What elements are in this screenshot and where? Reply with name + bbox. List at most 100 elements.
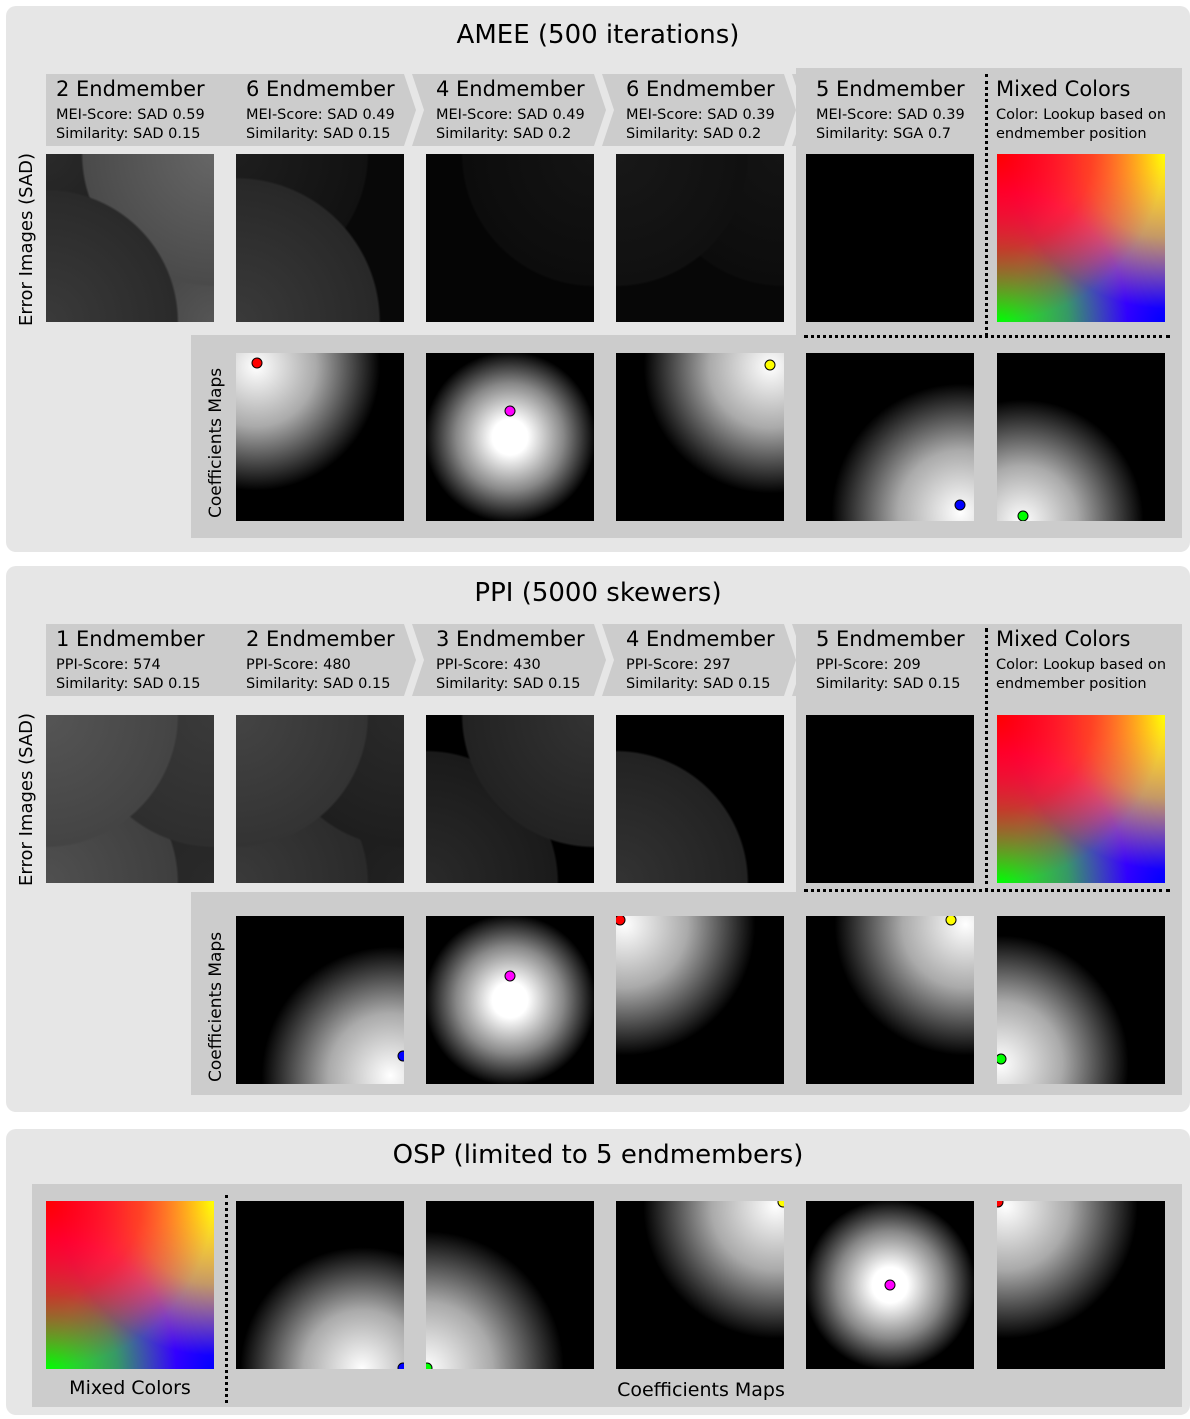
ppi-error-image-5 [806,715,974,883]
amee-step-3-similarity: Similarity: SAD 0.2 [436,126,572,142]
amee-coef-map-3 [616,353,784,521]
ppi-step-2-heading: 2 Endmember [246,627,395,651]
ppi-error-image-1 [46,715,214,883]
ppi-step-3-heading: 3 Endmember [436,627,585,651]
amee-mixed-line1: Color: Lookup based on [996,107,1167,123]
magenta-marker [884,1279,896,1291]
amee-panel: AMEE (500 iterations) 2 Endmember MEI-Sc… [6,6,1190,552]
magenta-marker [504,970,516,982]
amee-coef-map-2 [426,353,594,521]
amee-step-2-heading: 6 Endmember [246,77,395,101]
amee-vertical-divider [985,74,988,336]
amee-step-1: 2 Endmember MEI-Score: SAD 0.59 Similari… [46,74,236,146]
amee-step-mixed: Mixed Colors Color: Lookup based on endm… [986,74,1182,146]
amee-horizontal-divider [804,335,1170,338]
ppi-coef-map-5 [997,916,1165,1084]
amee-step-2: 6 Endmember MEI-Score: SAD 0.49 Similari… [222,74,416,146]
amee-step-3: 4 Endmember MEI-Score: SAD 0.49 Similari… [412,74,606,146]
ppi-panel: PPI (5000 skewers) 1 Endmember PPI-Score… [6,566,1190,1112]
amee-step-4-heading: 6 Endmember [626,77,775,101]
osp-coef-label: Coefficients Maps [617,1379,785,1401]
amee-step-1-score: MEI-Score: SAD 0.59 [56,107,205,123]
amee-error-image-2 [236,154,404,322]
amee-step-4-similarity: Similarity: SAD 0.2 [626,126,762,142]
amee-coef-label: Coefficients Maps [206,367,226,518]
ppi-step-2: 2 Endmember PPI-Score: 480 Similarity: S… [222,624,416,696]
amee-error-image-4 [616,154,784,322]
ppi-mixed-heading: Mixed Colors [996,627,1131,651]
amee-coef-map-4 [806,353,974,521]
blue-marker [397,1050,404,1062]
amee-step-1-heading: 2 Endmember [56,77,205,101]
blue-marker [954,499,966,511]
amee-step-4: 6 Endmember MEI-Score: SAD 0.39 Similari… [602,74,796,146]
ppi-horizontal-divider [804,889,1170,892]
osp-coef-map-2 [426,1201,594,1369]
ppi-vertical-divider [985,628,988,892]
ppi-mixed-line2: endmember position [996,676,1147,692]
ppi-mixed-line1: Color: Lookup based on [996,657,1167,673]
osp-title: OSP (limited to 5 endmembers) [392,1140,804,1170]
amee-step-5-score: MEI-Score: SAD 0.39 [816,107,965,123]
ppi-step-4-score: PPI-Score: 297 [626,657,731,673]
yellow-marker [764,359,776,371]
amee-error-image-3 [426,154,594,322]
ppi-step-5-similarity: Similarity: SAD 0.15 [816,676,961,692]
ppi-error-image-4 [616,715,784,883]
osp-coef-map-4 [806,1201,974,1369]
red-marker [251,357,263,369]
ppi-coef-map-1 [236,916,404,1084]
ppi-step-5-heading: 5 Endmember [816,627,965,651]
ppi-error-label: Error Images (SAD) [16,712,37,886]
osp-mixed-colors-image [46,1201,214,1369]
amee-title: AMEE (500 iterations) [456,20,740,50]
amee-step-3-score: MEI-Score: SAD 0.49 [436,107,585,123]
amee-coef-map-5 [997,353,1165,521]
osp-coef-map-5 [997,1201,1165,1369]
yellow-marker [945,916,957,926]
amee-step-5-heading: 5 Endmember [816,77,965,101]
ppi-step-5-score: PPI-Score: 209 [816,657,921,673]
amee-step-2-score: MEI-Score: SAD 0.49 [246,107,395,123]
amee-step-3-heading: 4 Endmember [436,77,585,101]
amee-error-image-1 [46,154,214,322]
ppi-step-3-score: PPI-Score: 430 [436,657,541,673]
osp-band [32,1184,1182,1407]
amee-step-4-score: MEI-Score: SAD 0.39 [626,107,775,123]
amee-step-2-similarity: Similarity: SAD 0.15 [246,126,391,142]
green-marker [997,1053,1007,1065]
amee-error-image-5 [806,154,974,322]
amee-mixed-colors-image [997,154,1165,322]
blue-marker [397,1362,404,1369]
red-marker [616,916,626,926]
osp-coef-map-1 [236,1201,404,1369]
ppi-error-image-3 [426,715,594,883]
osp-divider [225,1195,228,1403]
ppi-step-mixed: Mixed Colors Color: Lookup based on endm… [986,624,1182,696]
amee-mixed-heading: Mixed Colors [996,77,1131,101]
amee-step-1-similarity: Similarity: SAD 0.15 [56,126,201,142]
ppi-step-2-similarity: Similarity: SAD 0.15 [246,676,391,692]
ppi-step-1-similarity: Similarity: SAD 0.15 [56,676,201,692]
yellow-marker [777,1201,784,1208]
ppi-step-1-heading: 1 Endmember [56,627,205,651]
ppi-step-3: 3 Endmember PPI-Score: 430 Similarity: S… [412,624,606,696]
osp-coef-map-3 [616,1201,784,1369]
ppi-coef-map-2 [426,916,594,1084]
green-marker [426,1362,433,1369]
ppi-mixed-colors-image [997,715,1165,883]
ppi-title: PPI (5000 skewers) [474,578,722,608]
ppi-step-1-score: PPI-Score: 574 [56,657,161,673]
ppi-step-2-score: PPI-Score: 480 [246,657,351,673]
ppi-error-image-2 [236,715,404,883]
ppi-step-4: 4 Endmember PPI-Score: 297 Similarity: S… [602,624,796,696]
ppi-step-1: 1 Endmember PPI-Score: 574 Similarity: S… [46,624,236,696]
amee-step-5: 5 Endmember MEI-Score: SAD 0.39 Similari… [792,74,986,146]
ppi-step-4-similarity: Similarity: SAD 0.15 [626,676,771,692]
ppi-coef-label: Coefficients Maps [206,931,226,1082]
red-marker [997,1201,1004,1208]
ppi-coef-map-3 [616,916,784,1084]
magenta-marker [504,405,516,417]
ppi-coef-map-4 [806,916,974,1084]
ppi-step-4-heading: 4 Endmember [626,627,775,651]
